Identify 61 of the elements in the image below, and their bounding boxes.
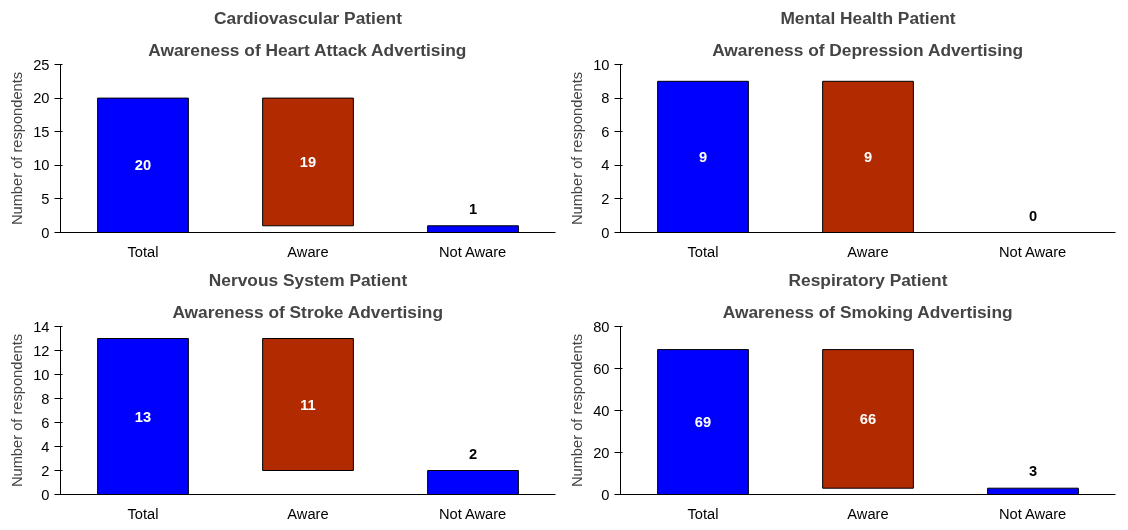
x-tick-label: Not Aware <box>998 243 1067 260</box>
data-label: 9 <box>698 148 708 165</box>
x-tick-label: Aware <box>287 243 329 260</box>
y-tick-label: 0 <box>601 224 610 241</box>
data-label: 3 <box>1028 463 1038 480</box>
x-tick-label: Not Aware <box>438 243 507 260</box>
y-tick-label: 8 <box>601 90 610 107</box>
chart-subtitle: Awareness of Stroke Advertising <box>172 301 443 322</box>
y-tick-label: 40 <box>593 402 610 419</box>
chart-title: Respiratory Patient <box>788 269 948 290</box>
data-label: 11 <box>300 396 316 413</box>
x-tick-label: Aware <box>287 505 329 522</box>
y-tick-label: 10 <box>593 56 610 73</box>
x-tick-label: Total <box>127 505 159 522</box>
y-axis-title: Number of respondents <box>569 71 586 226</box>
y-tick-label: 12 <box>33 342 50 359</box>
y-axis-title: Number of respondents <box>569 333 586 488</box>
y-tick-label: 15 <box>33 123 50 140</box>
chart-title: Mental Health Patient <box>780 7 956 28</box>
y-tick-label: 6 <box>601 123 610 140</box>
data-label: 20 <box>134 157 152 174</box>
data-label: 0 <box>1028 207 1038 224</box>
y-tick-label: 0 <box>601 486 610 503</box>
chart-title: Nervous System Patient <box>208 269 408 290</box>
data-label: 66 <box>859 410 877 427</box>
data-label: 9 <box>863 148 873 165</box>
x-tick-label: Total <box>687 505 719 522</box>
y-tick-label: 20 <box>33 90 50 107</box>
data-label: 69 <box>694 414 712 431</box>
data-label: 13 <box>134 408 152 425</box>
x-tick-label: Not Aware <box>438 505 507 522</box>
y-tick-label: 10 <box>33 157 50 174</box>
chart-subtitle: Awareness of Smoking Advertising <box>722 301 1013 322</box>
y-tick-label: 2 <box>41 462 50 479</box>
y-tick-label: 8 <box>41 390 50 407</box>
y-tick-label: 60 <box>593 360 610 377</box>
y-tick-label: 4 <box>601 157 610 174</box>
y-tick-label: 0 <box>41 224 50 241</box>
y-tick-label: 25 <box>33 56 50 73</box>
y-axis-title: Number of respondents <box>9 71 26 226</box>
y-tick-label: 80 <box>593 318 610 335</box>
chart-subtitle: Awareness of Depression Advertising <box>712 39 1024 60</box>
y-tick-label: 20 <box>593 444 610 461</box>
x-tick-label: Aware <box>847 505 889 522</box>
y-axis-title: Number of respondents <box>9 333 26 488</box>
data-label: 1 <box>468 200 478 217</box>
y-tick-label: 14 <box>33 318 50 335</box>
chart-title: Cardiovascular Patient <box>214 7 403 28</box>
y-tick-label: 0 <box>41 486 50 503</box>
y-tick-label: 2 <box>601 190 610 207</box>
data-label: 2 <box>468 445 478 462</box>
chart-subtitle: Awareness of Heart Attack Advertising <box>148 39 467 60</box>
y-tick-label: 4 <box>41 438 50 455</box>
data-label: 19 <box>299 153 317 170</box>
x-tick-label: Aware <box>847 243 889 260</box>
x-tick-label: Total <box>687 243 719 260</box>
y-tick-label: 5 <box>41 190 50 207</box>
x-tick-label: Not Aware <box>998 505 1067 522</box>
y-tick-label: 6 <box>41 414 50 431</box>
y-tick-label: 10 <box>33 366 50 383</box>
x-tick-label: Total <box>127 243 159 260</box>
